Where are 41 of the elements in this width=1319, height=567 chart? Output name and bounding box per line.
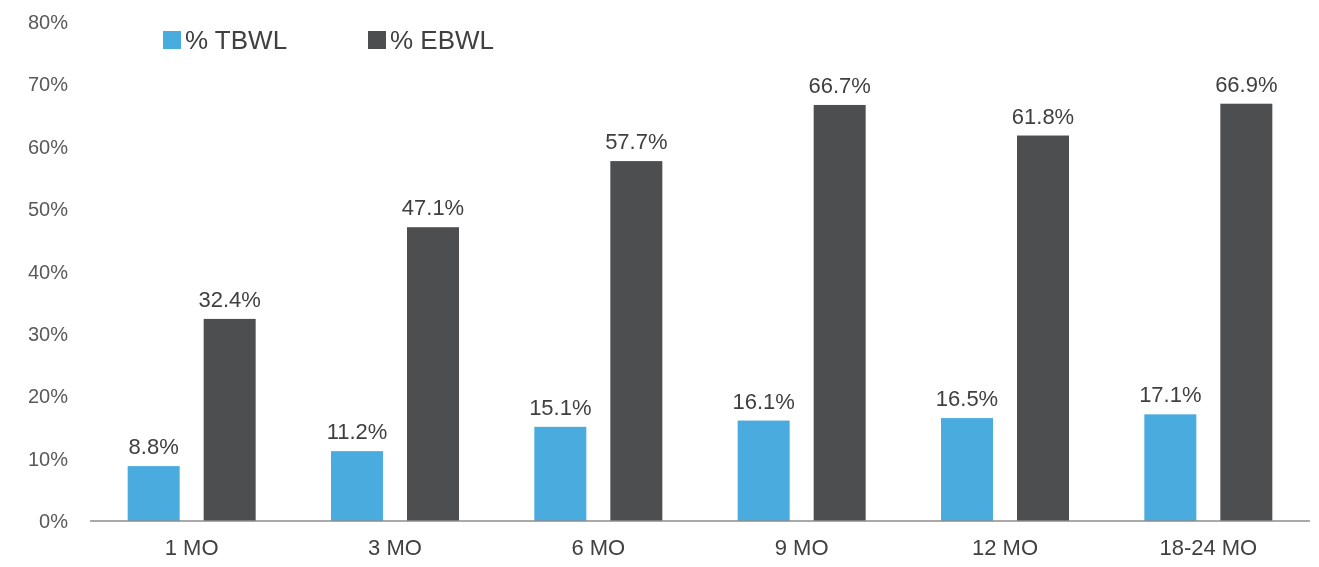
data-label: 16.1%: [732, 388, 795, 414]
x-tick-label: 18-24 MO: [1159, 535, 1258, 560]
bar: [737, 420, 790, 521]
bar: [1220, 103, 1273, 521]
y-tick-label: 50%: [27, 198, 69, 221]
x-tick-label: 6 MO: [571, 535, 626, 560]
bar: [534, 426, 587, 521]
data-label: 47.1%: [401, 195, 465, 221]
y-tick-label: 0%: [39, 510, 69, 532]
bar: [1144, 414, 1197, 521]
data-label: 17.1%: [1139, 382, 1202, 408]
x-tick-label: 3 MO: [368, 535, 422, 560]
bar: [127, 466, 180, 521]
y-tick-label: 30%: [27, 322, 69, 345]
bar: [610, 161, 663, 521]
bar: [203, 318, 256, 521]
bar: [407, 227, 459, 521]
y-tick-label: 20%: [27, 385, 69, 408]
y-tick-label: 70%: [27, 73, 69, 96]
data-label: 66.9%: [1215, 71, 1278, 97]
y-tick-label: 80%: [27, 11, 69, 33]
x-tick-label: 1 MO: [164, 535, 219, 560]
data-label: 61.8%: [1011, 103, 1075, 129]
data-label: 66.7%: [808, 72, 871, 98]
x-tick-label: 9 MO: [774, 535, 829, 560]
x-tick-label: 12 MO: [971, 535, 1039, 560]
bar: [813, 104, 866, 521]
y-tick-label: 10%: [27, 447, 69, 470]
data-label: 15.1%: [529, 394, 592, 420]
data-label: 8.8%: [128, 434, 179, 460]
bar: [1017, 135, 1069, 521]
data-label: 11.2%: [326, 419, 388, 445]
data-label: 16.5%: [935, 386, 999, 412]
data-label: 32.4%: [198, 286, 261, 312]
y-tick-label: 40%: [27, 260, 69, 283]
bar: [331, 451, 383, 521]
legend-label: % TBWL: [185, 25, 288, 56]
y-tick-label: 60%: [27, 135, 69, 158]
data-label: 57.7%: [605, 129, 668, 155]
bar: [941, 418, 993, 521]
legend-label: % EBWL: [390, 25, 495, 56]
